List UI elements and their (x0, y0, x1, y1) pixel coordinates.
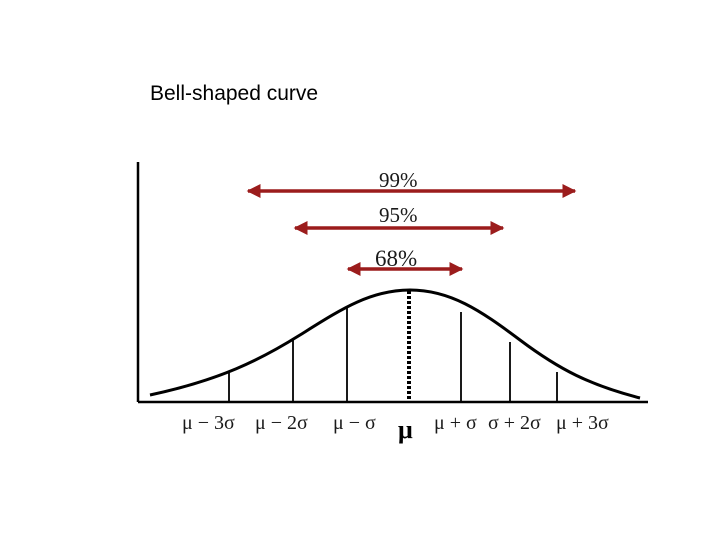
slide-title: Bell-shaped curve (150, 82, 319, 105)
label-99-percent: 99% (379, 168, 418, 192)
tick-label-plus-2-sigma: σ + 2σ (488, 412, 541, 434)
tick-label-mean: μ (398, 415, 413, 444)
bell-curve (149, 288, 641, 400)
tick-label-plus-3-sigma: μ + 3σ (556, 412, 609, 434)
tick-label-plus-1-sigma: μ + σ (434, 412, 477, 434)
tick-label-minus-1-sigma: μ − σ (333, 412, 376, 434)
label-95-percent: 95% (379, 203, 418, 227)
tick-label-minus-2-sigma: μ − 2σ (255, 412, 308, 434)
tick-label-minus-3-sigma: μ − 3σ (182, 412, 235, 434)
label-68-percent: 68% (375, 246, 417, 271)
